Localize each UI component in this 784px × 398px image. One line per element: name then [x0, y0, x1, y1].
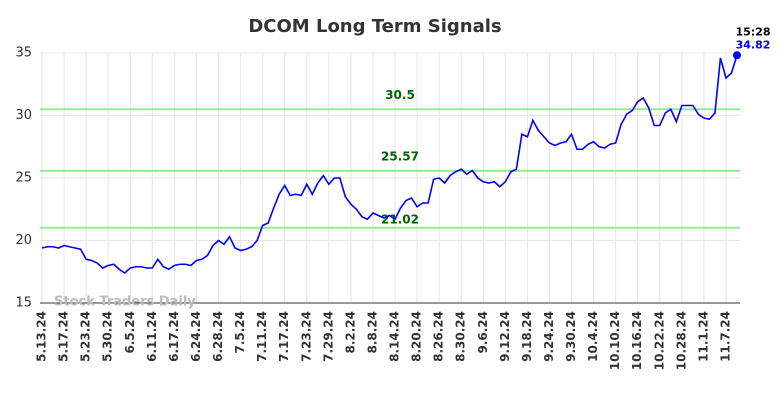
x-tick-label: 8.8.24: [365, 311, 379, 354]
x-tick-label: 5.13.24: [35, 311, 49, 362]
x-tick-label: 8.14.24: [388, 311, 402, 362]
x-tick-label: 10.16.24: [630, 311, 644, 370]
x-tick-label: 9.18.24: [520, 311, 534, 362]
x-tick-label: 9.30.24: [564, 311, 578, 362]
x-tick-label: 5.23.24: [79, 311, 93, 362]
x-tick-label: 8.20.24: [410, 311, 424, 362]
watermark: Stock Traders Daily: [54, 295, 196, 310]
x-tick-label: 5.17.24: [57, 311, 71, 362]
signal-label: 25.57: [381, 149, 419, 163]
signal-label: 21.02: [381, 212, 419, 226]
x-tick-label: 6.24.24: [189, 311, 203, 362]
x-tick-label: 8.30.24: [454, 311, 468, 362]
x-tick-label: 9.6.24: [476, 311, 490, 354]
x-tick-label: 9.24.24: [542, 311, 556, 362]
x-tick-label: 10.10.24: [608, 311, 622, 370]
x-tick-label: 11.1.24: [696, 311, 710, 362]
last-value: 34.82: [736, 38, 771, 51]
x-tick-label: 11.7.24: [718, 311, 732, 362]
x-tick-label: 7.5.24: [233, 311, 247, 354]
y-tick-label: 25: [15, 171, 32, 186]
x-tick-label: 7.17.24: [277, 311, 291, 362]
price-line: [41, 55, 738, 275]
x-tick-label: 10.4.24: [586, 311, 600, 362]
x-tick-label: 7.11.24: [255, 311, 269, 362]
x-tick-label: 10.22.24: [652, 311, 666, 370]
x-tick-label: 5.30.24: [101, 311, 115, 362]
last-point: [733, 51, 741, 60]
x-tick-label: 6.5.24: [123, 311, 137, 354]
x-tick-label: 10.28.24: [674, 311, 688, 370]
x-tick-label: 8.2.24: [343, 311, 357, 354]
chart-title: DCOM Long Term Signals: [248, 16, 501, 37]
y-tick-label: 15: [15, 296, 32, 311]
signal-label: 30.5: [385, 88, 415, 102]
x-tick-label: 6.17.24: [167, 311, 181, 362]
x-tick-label: 8.26.24: [432, 311, 446, 362]
y-tick-label: 20: [15, 233, 32, 248]
x-tick-label: 6.11.24: [145, 311, 159, 362]
x-tick-label: 6.28.24: [211, 311, 225, 362]
y-tick-label: 30: [15, 108, 32, 123]
last-time: 15:28: [735, 25, 770, 38]
x-tick-label: 7.23.24: [299, 311, 313, 362]
x-tick-label: 7.29.24: [321, 311, 335, 362]
x-tick-label: 9.12.24: [498, 311, 512, 362]
y-tick-label: 35: [15, 46, 32, 61]
